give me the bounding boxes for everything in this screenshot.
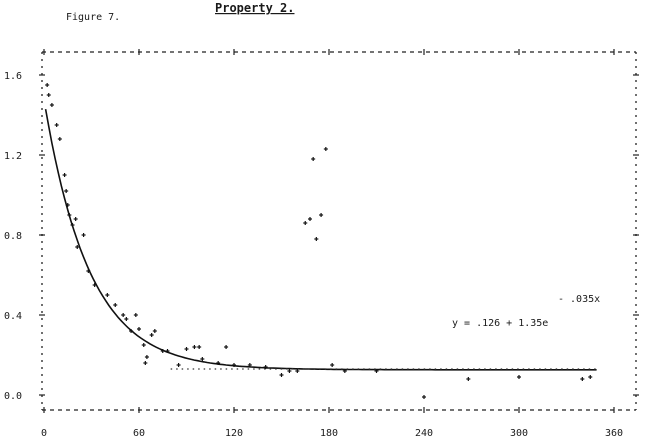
x-tick-label: 300 bbox=[510, 428, 528, 439]
data-point bbox=[75, 245, 80, 249]
fit-curve bbox=[44, 108, 597, 371]
equation-label: y = .126 + 1.35e bbox=[452, 318, 548, 329]
y-tick-label: 0.4 bbox=[4, 311, 22, 322]
data-point bbox=[303, 221, 308, 225]
data-point bbox=[279, 373, 284, 377]
data-point bbox=[466, 377, 471, 381]
data-point bbox=[152, 329, 157, 333]
data-point bbox=[86, 269, 91, 273]
data-point bbox=[57, 137, 62, 141]
data-point bbox=[165, 349, 170, 353]
data-point bbox=[323, 147, 328, 151]
data-point bbox=[124, 317, 129, 321]
data-point bbox=[295, 369, 300, 373]
data-point bbox=[65, 203, 70, 207]
data-point bbox=[105, 293, 110, 297]
data-point bbox=[141, 343, 146, 347]
data-point bbox=[70, 223, 75, 227]
data-point bbox=[73, 217, 78, 221]
data-point bbox=[113, 303, 118, 307]
data-point bbox=[342, 369, 347, 373]
data-points bbox=[45, 83, 593, 399]
x-axis-ticks: 0 60 120 180 240 300 360 bbox=[41, 49, 623, 439]
data-point bbox=[197, 345, 202, 349]
data-point bbox=[46, 93, 51, 97]
data-point bbox=[133, 313, 138, 317]
data-point bbox=[422, 395, 426, 399]
plot-frame bbox=[41, 51, 637, 411]
data-point bbox=[64, 189, 69, 193]
data-point bbox=[49, 103, 54, 107]
data-point bbox=[62, 173, 67, 177]
data-point bbox=[232, 363, 236, 367]
y-axis-ticks: 0.0 0.4 0.8 1.2 1.6 bbox=[4, 71, 639, 402]
y-tick-label: 1.2 bbox=[4, 151, 22, 162]
data-point bbox=[247, 363, 252, 367]
data-point bbox=[67, 213, 72, 217]
data-point bbox=[184, 347, 189, 351]
y-tick-label: 0.0 bbox=[4, 391, 22, 402]
data-point bbox=[580, 377, 585, 381]
data-point bbox=[216, 361, 221, 365]
data-point bbox=[137, 327, 141, 331]
data-point bbox=[588, 375, 593, 379]
data-point bbox=[319, 213, 324, 217]
x-tick-label: 120 bbox=[225, 428, 243, 439]
data-point bbox=[92, 283, 97, 287]
data-point bbox=[192, 345, 197, 349]
data-point bbox=[287, 369, 292, 373]
data-point bbox=[314, 237, 319, 241]
chart-title: Property 2. bbox=[215, 1, 294, 15]
x-tick-label: 180 bbox=[320, 428, 338, 439]
x-tick-label: 0 bbox=[41, 428, 47, 439]
data-point bbox=[200, 357, 205, 361]
x-tick-label: 360 bbox=[605, 428, 623, 439]
data-point bbox=[45, 83, 50, 87]
data-point bbox=[308, 217, 312, 221]
figure-label: Figure 7. bbox=[66, 12, 120, 23]
data-point bbox=[143, 361, 148, 365]
y-tick-label: 1.6 bbox=[4, 71, 22, 82]
data-point bbox=[54, 123, 59, 127]
data-point bbox=[517, 375, 521, 379]
data-point bbox=[330, 363, 335, 367]
data-point bbox=[81, 233, 86, 237]
y-tick-label: 0.8 bbox=[4, 231, 22, 242]
data-point bbox=[311, 157, 316, 161]
x-tick-label: 60 bbox=[133, 428, 145, 439]
data-point bbox=[149, 333, 154, 337]
data-point bbox=[263, 365, 268, 369]
data-point bbox=[176, 363, 181, 367]
data-point bbox=[224, 345, 229, 349]
data-point bbox=[129, 329, 134, 333]
x-tick-label: 240 bbox=[415, 428, 433, 439]
data-point bbox=[160, 349, 165, 353]
data-point bbox=[121, 313, 126, 317]
data-point bbox=[374, 369, 379, 373]
data-point bbox=[144, 355, 149, 359]
equation-exponent: - .035x bbox=[558, 294, 600, 305]
